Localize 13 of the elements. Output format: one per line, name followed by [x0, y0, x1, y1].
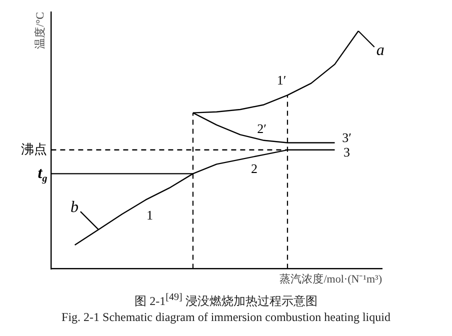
x-axis-title: 蒸汽浓度/mol·(N⁻¹m³): [280, 272, 382, 286]
annotation: 3: [343, 144, 350, 160]
text: 图 2-1$^{[49]}$ 浸没燃烧加热过程示意图: [134, 291, 318, 309]
annotation: 3′: [342, 130, 352, 146]
annotation: 2: [250, 160, 258, 176]
annotation: a: [376, 42, 384, 60]
annotation: 1: [146, 207, 153, 222]
text: Fig. 2-1 Schematic diagram of immersion combustion heating liquid: [60, 309, 392, 325]
annotation: b: [70, 198, 78, 216]
annotation: 2′: [257, 120, 267, 136]
y-axis-title: 温度/°C: [33, 12, 46, 49]
annotation: 1′: [276, 72, 286, 88]
text: 沸点: [21, 141, 48, 156]
